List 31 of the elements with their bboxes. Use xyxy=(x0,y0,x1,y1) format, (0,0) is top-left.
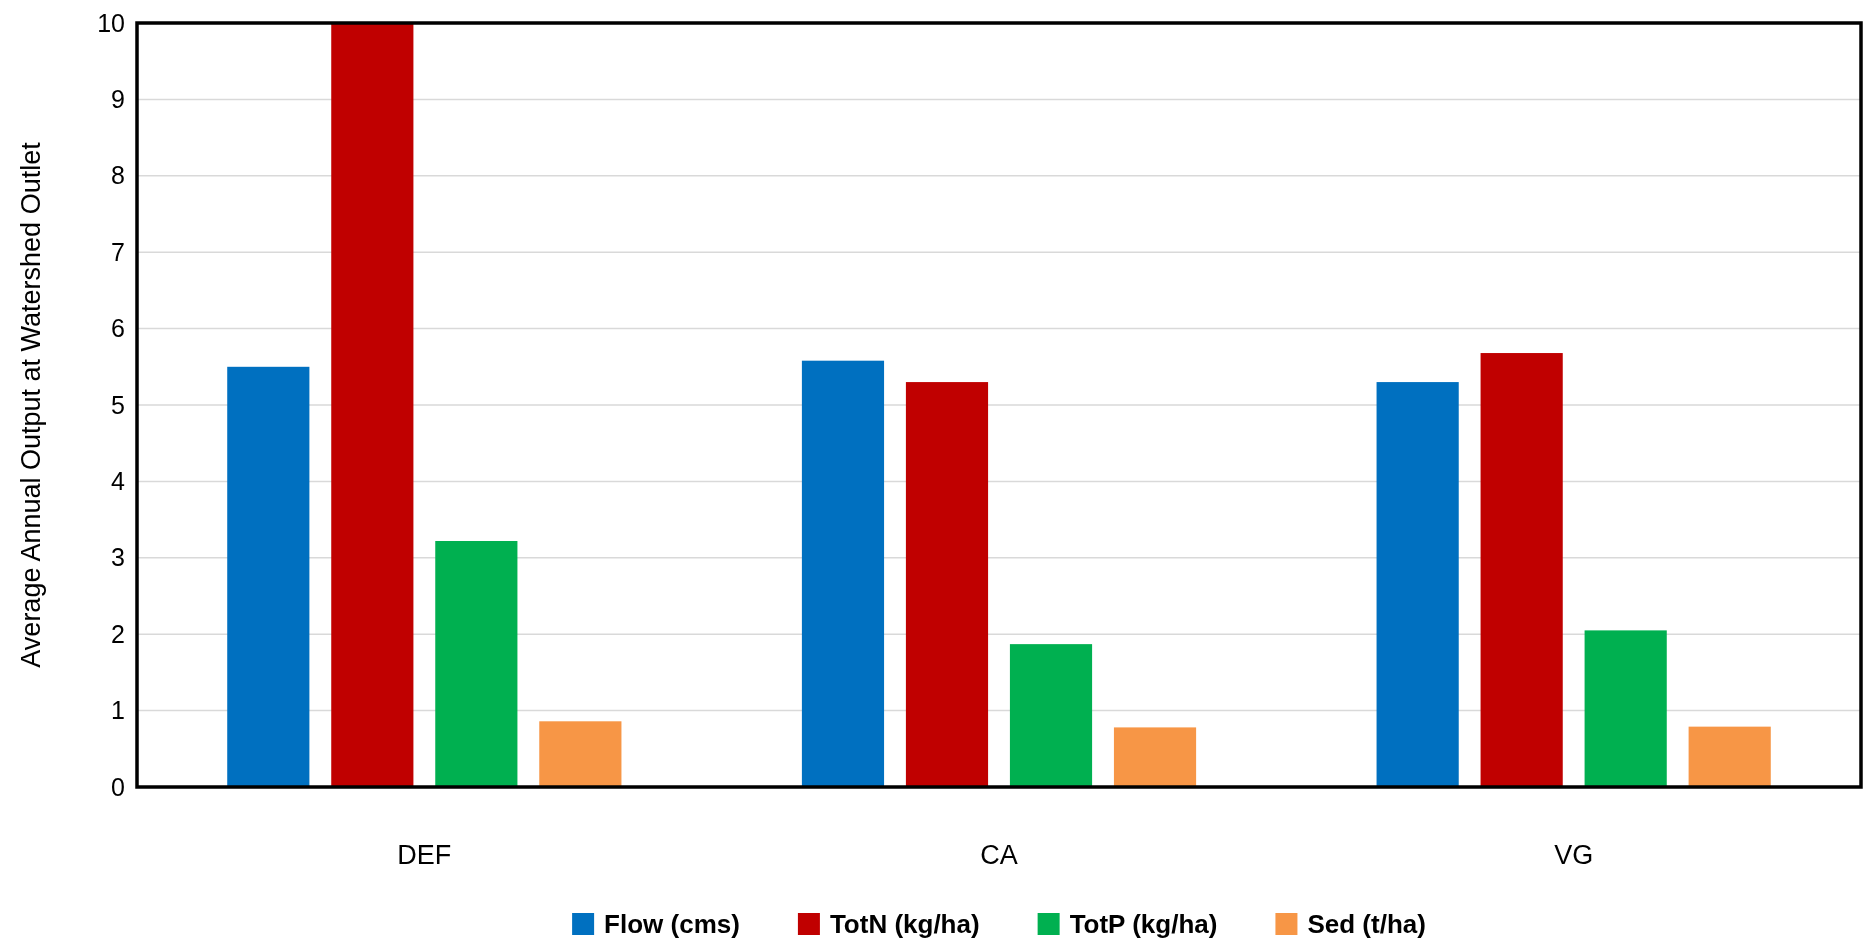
bar xyxy=(1584,630,1667,787)
y-axis-title: Average Annual Output at Watershed Outlet xyxy=(16,141,46,668)
x-tick-label: VG xyxy=(1554,840,1594,871)
bar xyxy=(331,23,414,787)
bar xyxy=(1113,727,1197,787)
y-tick-label: 6 xyxy=(111,314,125,343)
y-tick-label: 4 xyxy=(111,466,126,495)
y-tick-label: 5 xyxy=(111,390,125,419)
y-tick-label: 7 xyxy=(111,237,125,266)
legend-label: TotP (kg/ha) xyxy=(1069,909,1218,939)
bar xyxy=(905,382,989,787)
y-tick-label: 3 xyxy=(111,543,125,572)
y-tick-label: 0 xyxy=(111,772,125,801)
y-tick-label: 8 xyxy=(111,161,125,190)
bar xyxy=(1376,382,1459,787)
x-tick-label: DEF xyxy=(397,840,452,871)
bar xyxy=(801,360,885,787)
bar xyxy=(227,366,310,787)
bar xyxy=(1480,353,1563,787)
bar xyxy=(435,540,518,787)
y-tick-label: 10 xyxy=(97,8,125,37)
y-tick-label: 1 xyxy=(111,696,125,725)
bar xyxy=(1688,726,1771,787)
x-tick-label: CA xyxy=(980,840,1018,871)
bar xyxy=(1009,644,1093,787)
legend-label: TotN (kg/ha) xyxy=(829,909,980,939)
bar xyxy=(539,721,622,787)
legend-label: Flow (cms) xyxy=(604,909,740,939)
y-tick-label: 2 xyxy=(111,619,125,648)
legend-label: Sed (t/ha) xyxy=(1307,909,1426,939)
y-tick-label: 9 xyxy=(111,84,125,113)
